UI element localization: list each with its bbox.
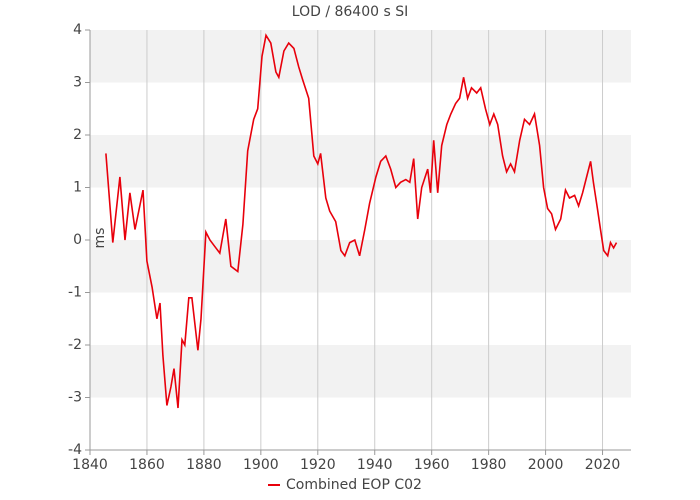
x-tick-label: 1860 [129, 457, 165, 473]
y-axis-label: ms [92, 228, 108, 249]
x-tick-label: 1880 [186, 457, 222, 473]
x-tick-label: 1960 [414, 457, 450, 473]
y-tick-label: 0 [73, 232, 82, 248]
x-tick-label: 2000 [528, 457, 564, 473]
chart-title: LOD / 86400 s SI [292, 4, 408, 20]
x-tick-label: 1940 [357, 457, 393, 473]
x-tick-label: 1840 [72, 457, 108, 473]
grid-band [90, 30, 631, 83]
y-tick-label: -4 [68, 442, 82, 458]
y-tick-label: 1 [73, 180, 82, 196]
y-tick-label: 3 [73, 75, 82, 91]
y-tick-label: -1 [68, 285, 82, 301]
grid-band [90, 345, 631, 398]
y-tick-label: -3 [68, 390, 82, 406]
x-tick-label: 1900 [243, 457, 279, 473]
x-tick-label: 2020 [585, 457, 621, 473]
x-tick-label: 1920 [300, 457, 336, 473]
x-tick-label: 1980 [471, 457, 507, 473]
y-tick-label: -2 [68, 337, 82, 353]
y-tick-label: 4 [73, 22, 82, 38]
y-tick-label: 2 [73, 127, 82, 143]
grid-band [90, 135, 631, 188]
legend-label: Combined EOP C02 [286, 477, 422, 493]
data-line [105, 33, 618, 409]
